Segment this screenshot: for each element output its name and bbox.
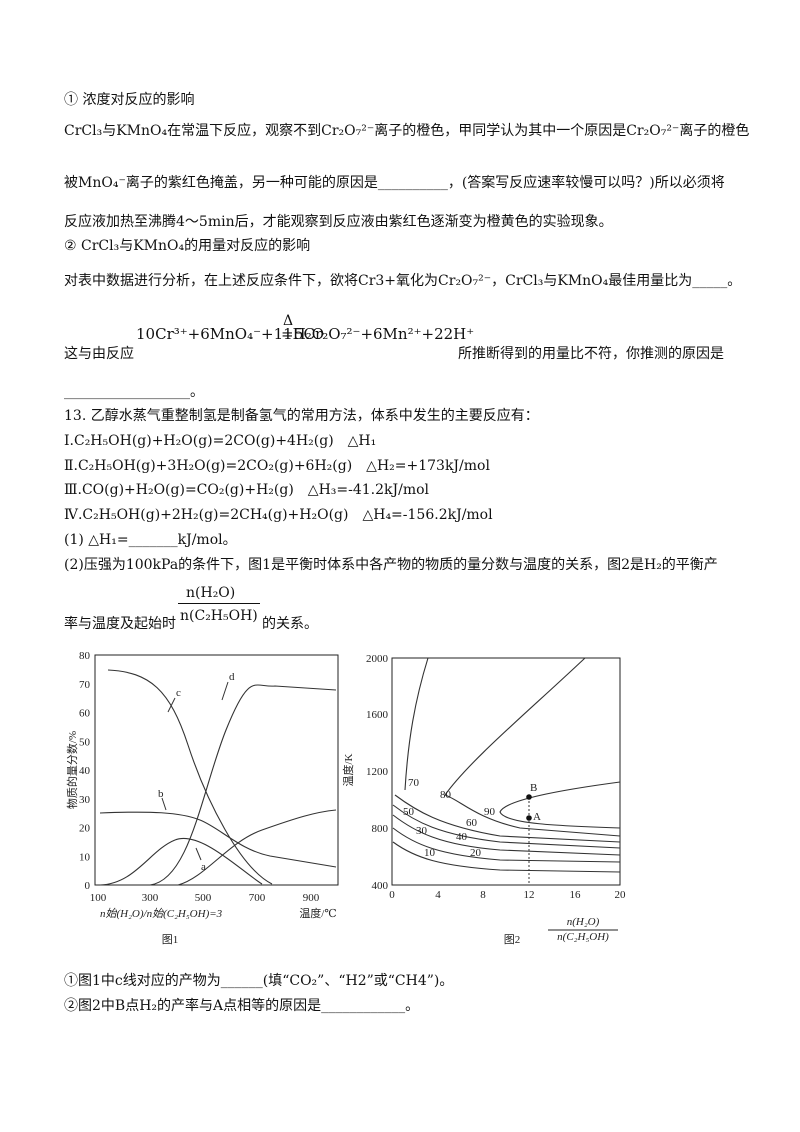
y-tick-label: 0 bbox=[85, 880, 91, 892]
x-tick-label: 300 bbox=[142, 892, 159, 904]
equation-right: 5Cr₂O₇²⁻+6Mn²⁺+22H⁺ bbox=[294, 325, 475, 343]
y-tick-label: 800 bbox=[372, 823, 389, 835]
curve-label: d bbox=[229, 671, 235, 683]
text-line: __________________。 bbox=[64, 384, 204, 400]
text-line: 所推断得到的用量比不符，你推测的原因是 bbox=[458, 346, 724, 362]
x-tick-label: 12 bbox=[524, 889, 535, 901]
heading: ② CrCl₃与KMnO₄的用量对反应的影响 bbox=[64, 238, 311, 254]
curve-c bbox=[107, 669, 273, 885]
y-tick-label: 70 bbox=[79, 679, 91, 691]
curve-a-rising bbox=[177, 809, 337, 886]
reaction: Ⅲ.CO(g)+H₂O(g)=CO₂(g)+H₂(g) △H₃=-41.2kJ/… bbox=[64, 482, 430, 498]
curve-label: b bbox=[158, 788, 164, 800]
condition: n始(H₂O)/n始(C₂H₅OH)=3 bbox=[100, 907, 223, 920]
text-line: 的关系。 bbox=[262, 616, 318, 632]
caption: 图1 bbox=[162, 933, 179, 946]
question: ②图2中B点H₂的产率与A点相等的原因是____________。 bbox=[64, 998, 420, 1014]
contour-label: 10 bbox=[424, 847, 436, 859]
y-tick-label: 1200 bbox=[366, 766, 389, 778]
text-line: (1) △H₁=_______kJ/mol。 bbox=[64, 532, 237, 548]
contour bbox=[392, 827, 621, 863]
x-tick-label: 4 bbox=[435, 889, 441, 901]
curve-label: c bbox=[176, 687, 181, 699]
x-axis-numerator: n(H₂O) bbox=[567, 916, 600, 928]
text-line: 反应液加热至沸腾4～5min后，才能观察到反应液由紫红色逐渐变为橙黄色的实验现象… bbox=[64, 214, 613, 230]
y-axis-label: 温度/K bbox=[341, 753, 355, 786]
x-tick-label: 20 bbox=[615, 889, 627, 901]
fraction-bar bbox=[178, 603, 260, 604]
x-tick-label: 900 bbox=[303, 892, 320, 904]
x-tick-label: 0 bbox=[389, 889, 395, 901]
x-axis-denominator: n(C₂H₅OH) bbox=[557, 931, 609, 943]
x-axis-label: 温度/℃ bbox=[299, 906, 336, 920]
curve-b bbox=[99, 811, 337, 868]
text-line: 这与由反应 bbox=[64, 346, 134, 362]
x-tick-label: 100 bbox=[90, 892, 107, 904]
y-tick-label: 50 bbox=[79, 736, 91, 748]
fraction-numerator: n(H₂O) bbox=[186, 585, 236, 601]
y-tick-label: 30 bbox=[79, 794, 91, 806]
y-tick-label: 80 bbox=[79, 650, 91, 662]
x-tick-label: 700 bbox=[249, 892, 266, 904]
x-tick-label: 16 bbox=[570, 889, 582, 901]
y-tick-label: 10 bbox=[79, 851, 91, 863]
point-a bbox=[526, 815, 532, 821]
contour-label: 30 bbox=[416, 825, 428, 837]
label-leader bbox=[195, 847, 202, 861]
label-leader bbox=[167, 697, 176, 713]
reaction: Ⅱ.C₂H₅OH(g)+3H₂O(g)=2CO₂(g)+6H₂(g) △H₂=+… bbox=[64, 458, 490, 474]
x-tick-label: 8 bbox=[480, 889, 486, 901]
y-tick-label: 1600 bbox=[366, 709, 389, 721]
figure1-frame bbox=[94, 654, 339, 886]
fraction-denominator: n(C₂H₅OH) bbox=[180, 608, 258, 624]
contour bbox=[392, 804, 621, 849]
contour bbox=[392, 841, 621, 873]
equation-condition: Δ bbox=[283, 313, 294, 329]
y-tick-label: 40 bbox=[79, 765, 91, 777]
figure2-frame bbox=[391, 657, 621, 886]
question-stem: 13. 乙醇水蒸气重整制氢是制备氢气的常用方法，体系中发生的主要反应有： bbox=[64, 408, 539, 424]
y-tick-label: 2000 bbox=[366, 653, 389, 665]
curve-label: a bbox=[201, 861, 206, 873]
contour bbox=[404, 657, 429, 791]
question: ①图1中c线对应的产物为______(填“CO₂”、“H2”或“CH4”)。 bbox=[64, 973, 454, 989]
text-line: (2)压强为100kPa的条件下，图1是平衡时体系中各产物的物质的量分数与温度的… bbox=[64, 557, 718, 573]
caption: 图2 bbox=[504, 933, 521, 946]
contour bbox=[444, 794, 621, 837]
contour-label: 60 bbox=[466, 817, 478, 829]
contour bbox=[392, 814, 621, 856]
x-tick-label: 500 bbox=[195, 892, 212, 904]
y-tick-label: 60 bbox=[79, 708, 91, 720]
point-label: B bbox=[530, 782, 537, 794]
contour-label: 40 bbox=[456, 831, 468, 843]
text-line: CrCl₃与KMnO₄在常温下反应，观察不到Cr₂O₇²⁻离子的橙色，甲同学认为… bbox=[64, 123, 750, 139]
heading: ① 浓度对反应的影响 bbox=[64, 92, 195, 108]
y-axis-label: 物质的量分数/% bbox=[65, 731, 79, 809]
reaction: Ⅰ.C₂H₅OH(g)+H₂O(g)=2CO(g)+4H₂(g) △H₁ bbox=[64, 433, 377, 449]
curve-a bbox=[99, 837, 263, 886]
text-line: 率与温度及起始时 bbox=[64, 616, 176, 632]
contour bbox=[444, 657, 586, 796]
contour-label: 90 bbox=[484, 806, 496, 818]
contour-label: 20 bbox=[470, 847, 482, 859]
contour-label: 80 bbox=[440, 789, 452, 801]
equation-left: 10Cr³⁺+6MnO₄⁻+11H₂O bbox=[136, 325, 325, 343]
text-line: 被MnO₄⁻离子的紫红色掩盖，另一种可能的原因是__________，(答案写反… bbox=[64, 175, 725, 191]
y-tick-label: 400 bbox=[372, 880, 389, 892]
equation-sign: = bbox=[281, 325, 294, 343]
contour bbox=[394, 794, 621, 843]
point-b bbox=[526, 794, 532, 800]
contour-label: 50 bbox=[403, 806, 415, 818]
y-tick-label: 20 bbox=[79, 823, 91, 835]
curve-d bbox=[149, 684, 337, 886]
contour-label: 70 bbox=[408, 777, 420, 789]
contour bbox=[499, 781, 621, 829]
text-line: 对表中数据进行分析，在上述反应条件下，欲将Cr3+氧化为Cr₂O₇²⁻，CrCl… bbox=[64, 273, 742, 289]
label-leader bbox=[221, 681, 229, 701]
reaction: Ⅳ.C₂H₅OH(g)+2H₂(g)=2CH₄(g)+H₂O(g) △H₄=-1… bbox=[64, 507, 493, 523]
label-leader bbox=[161, 797, 167, 811]
point-label: A bbox=[533, 811, 541, 823]
